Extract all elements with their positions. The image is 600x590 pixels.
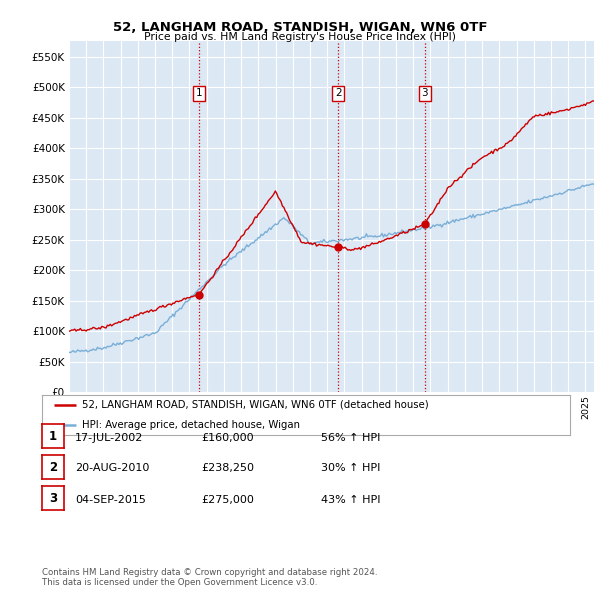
Text: Price paid vs. HM Land Registry's House Price Index (HPI): Price paid vs. HM Land Registry's House … — [144, 32, 456, 42]
Text: HPI: Average price, detached house, Wigan: HPI: Average price, detached house, Wiga… — [82, 420, 299, 430]
Text: 1: 1 — [49, 430, 57, 443]
Text: 56% ↑ HPI: 56% ↑ HPI — [321, 432, 380, 442]
Text: 30% ↑ HPI: 30% ↑ HPI — [321, 463, 380, 473]
Text: 17-JUL-2002: 17-JUL-2002 — [75, 432, 143, 442]
Text: £238,250: £238,250 — [201, 463, 254, 473]
Text: 1: 1 — [196, 88, 202, 98]
Text: 52, LANGHAM ROAD, STANDISH, WIGAN, WN6 0TF (detached house): 52, LANGHAM ROAD, STANDISH, WIGAN, WN6 0… — [82, 400, 428, 409]
Text: 04-SEP-2015: 04-SEP-2015 — [75, 494, 146, 504]
Text: 3: 3 — [422, 88, 428, 98]
Text: 52, LANGHAM ROAD, STANDISH, WIGAN, WN6 0TF: 52, LANGHAM ROAD, STANDISH, WIGAN, WN6 0… — [113, 21, 487, 34]
Text: Contains HM Land Registry data © Crown copyright and database right 2024.
This d: Contains HM Land Registry data © Crown c… — [42, 568, 377, 587]
Text: 43% ↑ HPI: 43% ↑ HPI — [321, 494, 380, 504]
Text: £275,000: £275,000 — [201, 494, 254, 504]
Text: 3: 3 — [49, 492, 57, 505]
Text: 20-AUG-2010: 20-AUG-2010 — [75, 463, 149, 473]
Text: £160,000: £160,000 — [201, 432, 254, 442]
Text: 2: 2 — [49, 461, 57, 474]
Text: 2: 2 — [335, 88, 341, 98]
